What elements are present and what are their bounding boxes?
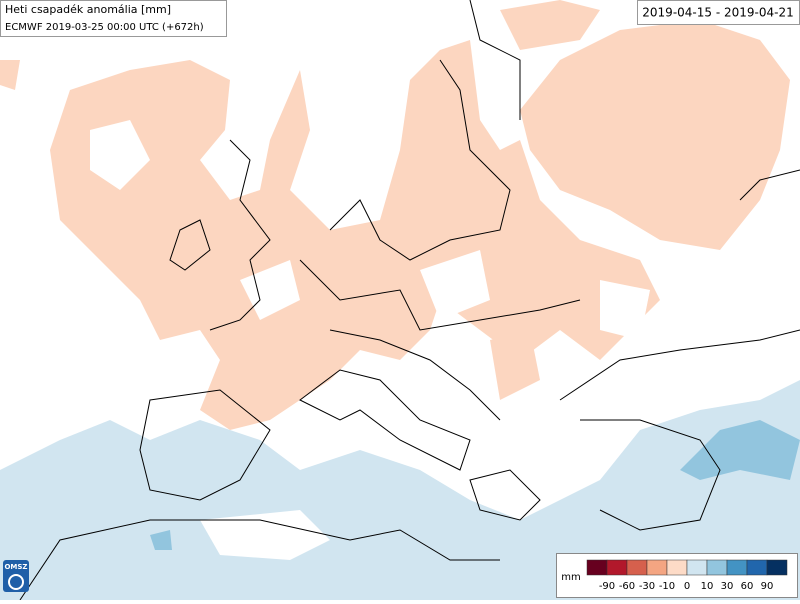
- legend-label: 0: [684, 581, 690, 592]
- legend-swatch: [766, 559, 788, 576]
- legend-swatch: [686, 559, 708, 576]
- wet-anomaly-core: [150, 530, 172, 550]
- near-normal-area: [200, 510, 330, 560]
- legend-swatch: [606, 559, 628, 576]
- coastlines: [19, 0, 800, 601]
- legend-label: 10: [701, 581, 714, 592]
- logo-text: OMSZ: [4, 563, 27, 571]
- legend-label: 90: [761, 581, 774, 592]
- legend-unit: mm: [561, 572, 580, 583]
- legend-label: 60: [741, 581, 754, 592]
- legend-label: -10: [659, 581, 675, 592]
- legend-swatch: [666, 559, 688, 576]
- wet-anomaly-core: [680, 420, 800, 480]
- near-normal-areas: [90, 120, 650, 340]
- legend-label: -60: [619, 581, 635, 592]
- subtitle: ECMWF 2019-03-25 00:00 UTC (+672h): [5, 22, 204, 33]
- legend-swatch: [586, 559, 608, 576]
- title-box: [0, 0, 227, 37]
- legend-label: 30: [721, 581, 734, 592]
- legend-swatch: [746, 559, 768, 576]
- wet-anomaly-area: [0, 380, 800, 600]
- logo-swirl: [8, 574, 24, 590]
- legend-swatch: [726, 559, 748, 576]
- legend-label: -30: [639, 581, 655, 592]
- period-box: [637, 0, 800, 25]
- legend-label: -90: [599, 581, 615, 592]
- dry-anomaly-areas: [0, 0, 790, 430]
- period: 2019-04-15 - 2019-04-21: [642, 6, 793, 20]
- legend-swatch: [626, 559, 648, 576]
- legend-swatch: [646, 559, 668, 576]
- title: Heti csapadék anomália [mm]: [5, 3, 171, 16]
- legend-swatch: [706, 559, 728, 576]
- color-scale: -90 -60 -30 -10 0 10 30 60 90: [586, 559, 788, 592]
